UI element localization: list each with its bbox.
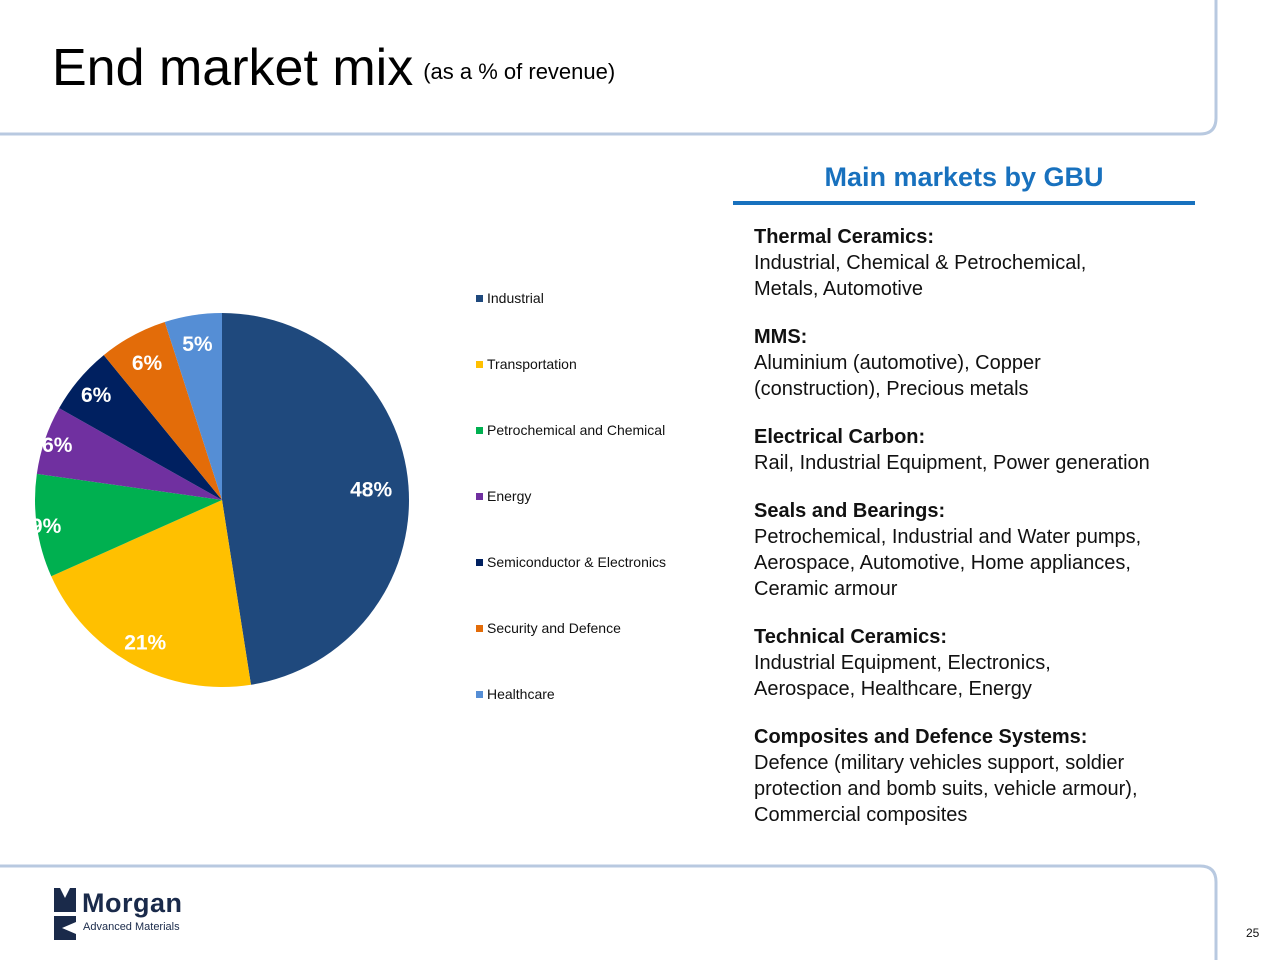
pie-data-label: 5% xyxy=(182,333,213,356)
legend-item: Healthcare xyxy=(476,686,555,702)
gbu-description-line: Industrial, Chemical & Petrochemical, xyxy=(754,252,1087,274)
gbu-description-line: Industrial Equipment, Electronics, xyxy=(754,652,1051,674)
legend-label: Industrial xyxy=(487,290,544,306)
pie-data-label: 6% xyxy=(42,434,73,457)
gbu-description-line: protection and bomb suits, vehicle armou… xyxy=(754,778,1138,800)
pie-data-label: 21% xyxy=(124,631,166,654)
legend-swatch xyxy=(476,427,483,434)
gbu-description-line: Aluminium (automotive), Copper xyxy=(754,352,1041,374)
legend-label: Transportation xyxy=(487,356,577,372)
page-number: 25 xyxy=(1246,926,1260,940)
gbu-item: Composites and Defence Systems: Defence (… xyxy=(754,724,1194,828)
page-subtitle: (as a % of revenue) xyxy=(423,59,616,84)
gbu-description-line: Defence (military vehicles support, sold… xyxy=(754,752,1125,774)
legend-swatch xyxy=(476,691,483,698)
gbu-description-line: Rail, Industrial Equipment, Power genera… xyxy=(754,452,1150,474)
legend-swatch xyxy=(476,559,483,566)
title-text: End market mix xyxy=(52,39,414,97)
gbu-name: Composites and Defence Systems: xyxy=(754,726,1088,748)
gbu-name: Seals and Bearings: xyxy=(754,500,946,522)
legend-item: Transportation xyxy=(476,356,577,372)
legend-label: Petrochemical and Chemical xyxy=(487,422,666,438)
gbu-item: Seals and Bearings: Petrochemical, Indust… xyxy=(754,498,1194,602)
legend-item: Security and Defence xyxy=(476,620,621,636)
gbu-description-line: Aerospace, Automotive, Home appliances, xyxy=(754,552,1131,574)
pie-chart: 48% 21% 9% 6% 6% 6% 5% xyxy=(31,313,409,687)
logo-wordmark: Morgan xyxy=(82,888,183,918)
legend-label: Security and Defence xyxy=(487,620,621,636)
legend-swatch xyxy=(476,625,483,632)
gbu-heading: Main markets by GBU xyxy=(824,162,1104,192)
legend-swatch xyxy=(476,295,483,302)
morgan-logo-icon xyxy=(54,888,76,940)
gbu-description-line: (construction), Precious metals xyxy=(754,378,1029,400)
legend-label: Healthcare xyxy=(487,686,555,702)
pie-slice-petrochemical-and-chemical xyxy=(34,473,223,577)
pie-slice-healthcare xyxy=(164,313,222,500)
legend-item: Energy xyxy=(476,488,531,504)
pie-slice-semiconductor-electronics xyxy=(59,355,223,500)
pie-data-label: 48% xyxy=(350,478,392,501)
gbu-heading-rule xyxy=(733,201,1195,205)
pie-data-label: 9% xyxy=(31,515,62,538)
gbu-description-line: Aerospace, Healthcare, Energy xyxy=(754,678,1032,700)
gbu-description-line: Commercial composites xyxy=(754,804,968,826)
gbu-item: Technical Ceramics: Industrial Equipment,… xyxy=(754,624,1194,702)
gbu-name: Technical Ceramics: xyxy=(754,626,948,648)
gbu-description-line: Ceramic armour xyxy=(754,578,898,600)
legend-item: Petrochemical and Chemical xyxy=(476,422,665,438)
gbu-name: MMS: xyxy=(754,326,808,348)
legend-label: Energy xyxy=(487,488,532,504)
legend-swatch xyxy=(476,493,483,500)
logo-tagline: Advanced Materials xyxy=(83,921,180,933)
gbu-description-line: Petrochemical, Industrial and Water pump… xyxy=(754,526,1142,548)
pie-slice-energy xyxy=(36,408,223,500)
gbu-description-line: Metals, Automotive xyxy=(754,278,923,300)
gbu-item: Thermal Ceramics: Industrial, Chemical & … xyxy=(754,224,1194,302)
pie-data-label: 6% xyxy=(81,384,112,407)
legend-label: Semiconductor & Electronics xyxy=(487,554,666,570)
legend-item: Industrial xyxy=(476,290,544,306)
gbu-name: Electrical Carbon: xyxy=(754,426,926,448)
gbu-name: Thermal Ceramics: xyxy=(754,226,935,248)
pie-slice-transportation xyxy=(51,500,251,687)
legend-swatch xyxy=(476,361,483,368)
pie-data-label: 6% xyxy=(132,352,163,375)
pie-slice-security-and-defence xyxy=(103,321,222,500)
page-title: End market mix (as a % of revenue) xyxy=(52,40,615,100)
legend-item: Semiconductor & Electronics xyxy=(476,554,666,570)
gbu-item: Electrical Carbon: Rail, Industrial Equip… xyxy=(754,424,1194,476)
pie-slice-industrial xyxy=(222,313,409,685)
gbu-list: Thermal Ceramics: Industrial, Chemical & … xyxy=(754,224,1194,850)
gbu-item: MMS: Aluminium (automotive), Copper (const… xyxy=(754,324,1194,402)
